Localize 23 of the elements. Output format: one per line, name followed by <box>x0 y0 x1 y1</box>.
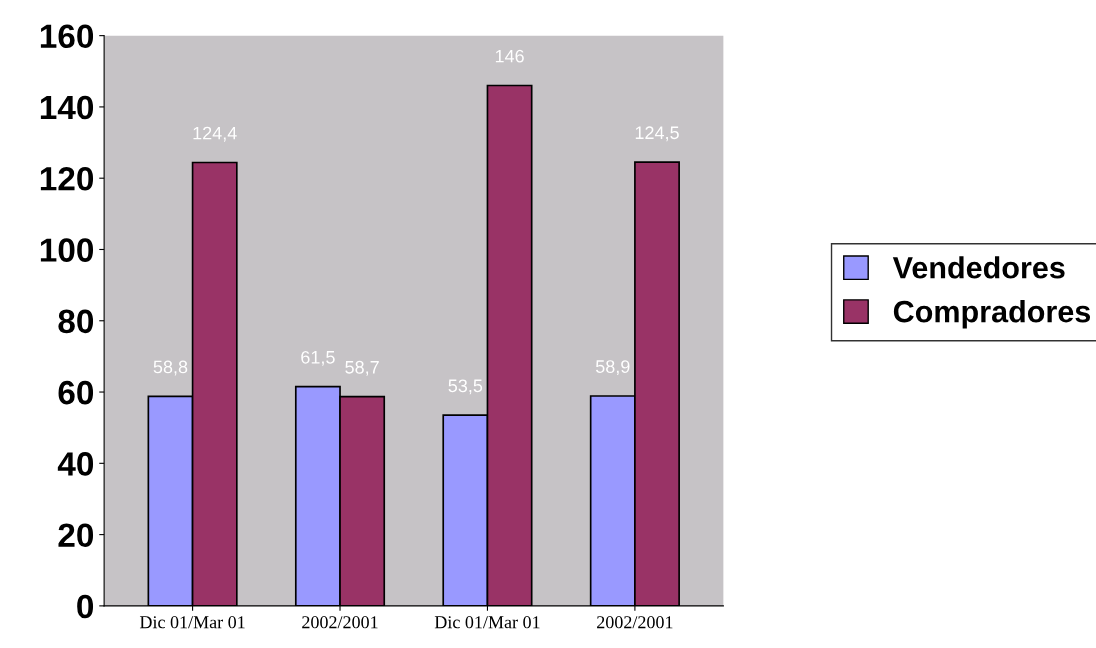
data-label: 61,5 <box>301 350 335 366</box>
x-tick-label: 2002/2001 <box>597 616 673 629</box>
y-tick-label: 100 <box>40 238 94 262</box>
y-tick-label: 160 <box>40 24 94 49</box>
legend-label: Vendedores <box>892 256 1065 279</box>
y-tick-label: 120 <box>40 167 94 191</box>
data-label: 58,9 <box>595 360 630 376</box>
data-label: 124,5 <box>635 126 679 142</box>
y-tick-label: 0 <box>77 594 94 619</box>
data-label: 58,7 <box>345 360 379 376</box>
data-label: 58,8 <box>153 360 188 376</box>
x-tick-label: Dic 01/Mar 01 <box>139 616 245 629</box>
x-tick-label: 2002/2001 <box>302 616 378 629</box>
y-tick-label: 140 <box>40 95 94 120</box>
data-label: 124,4 <box>193 126 237 142</box>
x-tick-label: Dic 01/Mar 01 <box>434 616 540 629</box>
data-label: 146 <box>495 49 524 63</box>
y-tick-label: 80 <box>58 309 94 334</box>
y-tick-label: 60 <box>58 380 94 405</box>
y-tick-label: 40 <box>57 452 94 476</box>
y-tick-label: 20 <box>58 523 94 548</box>
legend-label: Compradores <box>893 300 1091 329</box>
data-label: 53,5 <box>448 379 483 395</box>
